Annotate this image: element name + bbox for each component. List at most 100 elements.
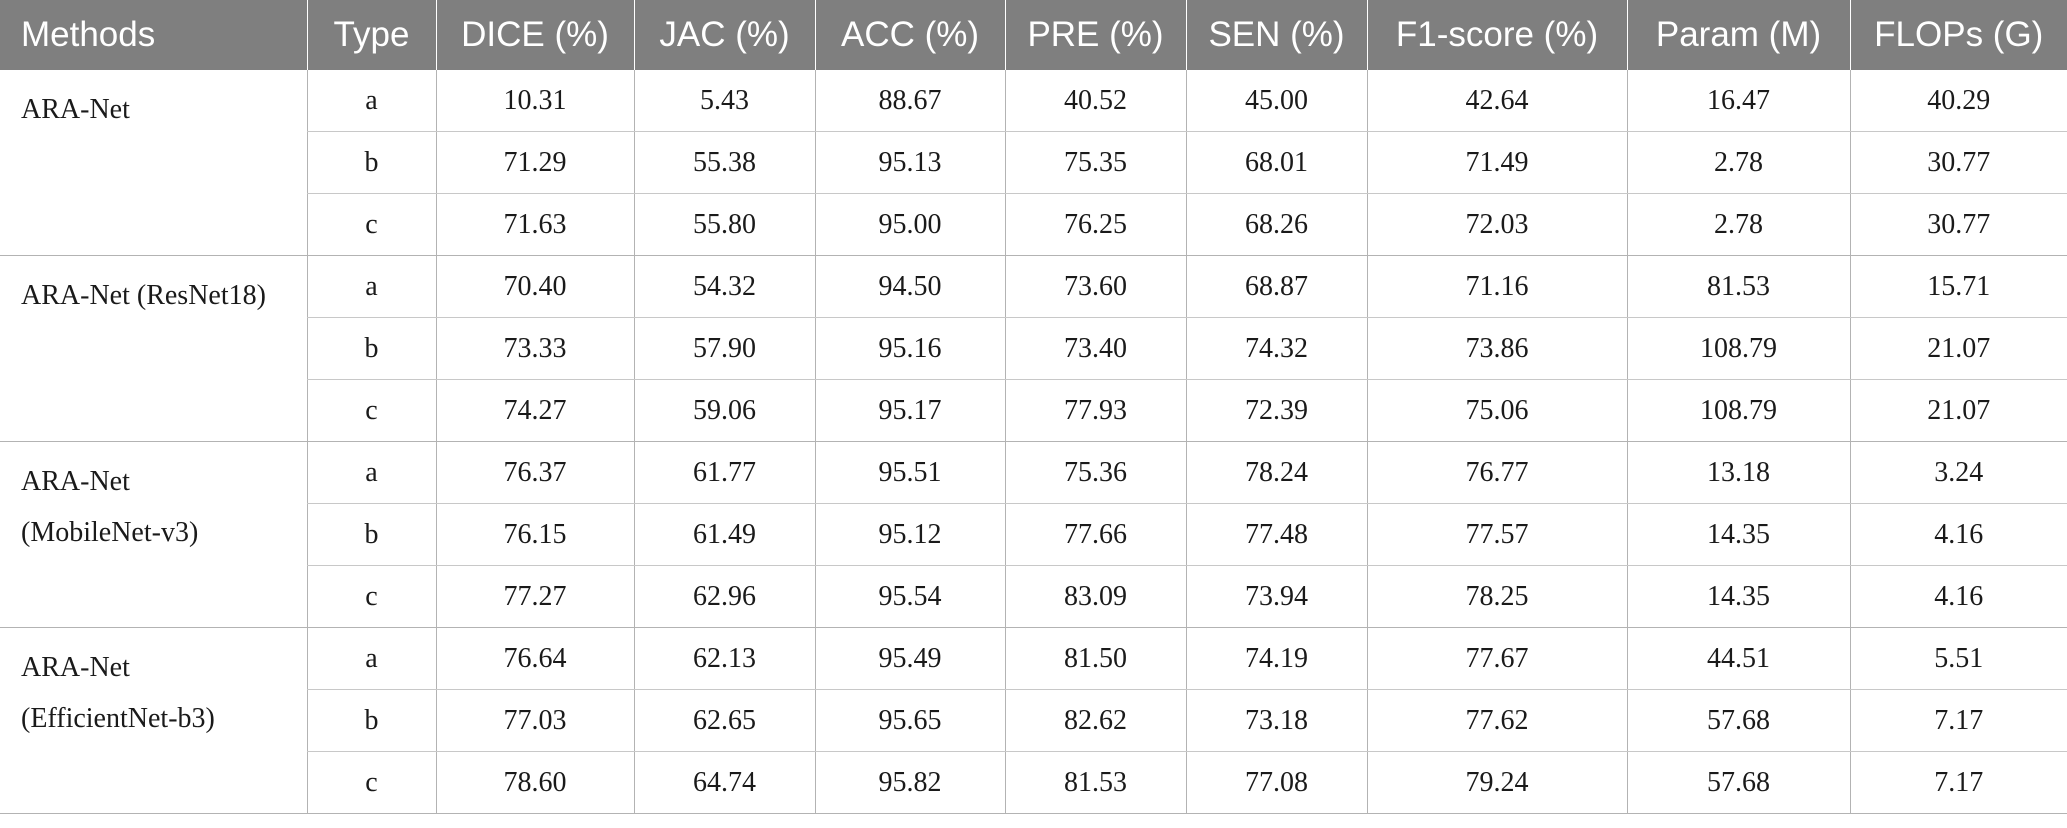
cell-f1: 71.49 — [1366, 131, 1627, 194]
cell-jac: 57.90 — [633, 317, 815, 380]
cell-acc: 95.51 — [814, 441, 1005, 504]
cell-sen: 78.24 — [1185, 441, 1367, 504]
method-name-line: (EfficientNet-b3) — [21, 703, 215, 734]
cell-acc: 95.49 — [814, 627, 1005, 690]
header-pre: PRE (%) — [1004, 0, 1186, 70]
cell-dice: 71.63 — [435, 193, 634, 256]
method-cell: ARA-Net (MobileNet-v3) — [0, 441, 307, 628]
cell-f1: 77.57 — [1366, 503, 1627, 566]
cell-jac: 5.43 — [633, 70, 815, 132]
cell-flops: 7.17 — [1849, 689, 2067, 752]
cell-sen: 73.94 — [1185, 565, 1367, 628]
header-row: Methods Type DICE (%) JAC (%) ACC (%) PR… — [0, 0, 2067, 70]
cell-param: 13.18 — [1626, 441, 1850, 504]
cell-pre: 40.52 — [1004, 70, 1186, 132]
cell-sen: 77.48 — [1185, 503, 1367, 566]
cell-flops: 30.77 — [1849, 193, 2067, 256]
header-methods: Methods — [0, 0, 307, 70]
cell-flops: 5.51 — [1849, 627, 2067, 690]
table-row: c 77.27 62.96 95.54 83.09 73.94 78.25 14.35 4.16 — [0, 565, 2067, 628]
cell-dice: 10.31 — [435, 70, 634, 132]
header-jac: JAC (%) — [633, 0, 815, 70]
cell-dice: 77.27 — [435, 565, 634, 628]
cell-sen: 68.87 — [1185, 255, 1367, 318]
cell-flops: 21.07 — [1849, 379, 2067, 442]
method-name-line: ARA-Net — [21, 94, 130, 125]
cell-sen: 68.26 — [1185, 193, 1367, 256]
cell-param: 108.79 — [1626, 317, 1850, 380]
cell-f1: 79.24 — [1366, 751, 1627, 814]
header-sen: SEN (%) — [1185, 0, 1367, 70]
cell-param: 81.53 — [1626, 255, 1850, 318]
cell-jac: 55.38 — [633, 131, 815, 194]
cell-dice: 76.64 — [435, 627, 634, 690]
cell-type: c — [306, 565, 436, 628]
cell-type: a — [306, 255, 436, 318]
cell-flops: 40.29 — [1849, 70, 2067, 132]
cell-pre: 76.25 — [1004, 193, 1186, 256]
cell-acc: 95.13 — [814, 131, 1005, 194]
cell-jac: 59.06 — [633, 379, 815, 442]
cell-flops: 3.24 — [1849, 441, 2067, 504]
cell-f1: 72.03 — [1366, 193, 1627, 256]
cell-jac: 55.80 — [633, 193, 815, 256]
cell-sen: 72.39 — [1185, 379, 1367, 442]
table-row: b 73.33 57.90 95.16 73.40 74.32 73.86 108.79 21.… — [0, 317, 2067, 380]
method-name-line: ARA-Net (ResNet18) — [21, 280, 266, 311]
table-row: ARA-Net (EfficientNet-b3) a 76.64 62.13 95.49… — [0, 627, 2067, 814]
cell-pre: 81.53 — [1004, 751, 1186, 814]
cell-pre: 75.36 — [1004, 441, 1186, 504]
cell-sen: 73.18 — [1185, 689, 1367, 752]
cell-f1: 42.64 — [1366, 70, 1627, 132]
cell-param: 2.78 — [1626, 131, 1850, 194]
header-flops: FLOPs (G) — [1849, 0, 2067, 70]
method-cell: ARA-Net (EfficientNet-b3) — [0, 627, 307, 814]
cell-f1: 78.25 — [1366, 565, 1627, 628]
cell-jac: 62.13 — [633, 627, 815, 690]
table-body: ARA-Net a 10.31 5.43 88.67 40.52 45.00 42.64 16.… — [0, 70, 2067, 814]
cell-param: 57.68 — [1626, 751, 1850, 814]
cell-param: 108.79 — [1626, 379, 1850, 442]
cell-acc: 95.00 — [814, 193, 1005, 256]
cell-f1: 77.67 — [1366, 627, 1627, 690]
method-name-line: (MobileNet-v3) — [21, 517, 199, 548]
cell-dice: 74.27 — [435, 379, 634, 442]
cell-f1: 77.62 — [1366, 689, 1627, 752]
cell-dice: 71.29 — [435, 131, 634, 194]
cell-pre: 75.35 — [1004, 131, 1186, 194]
cell-param: 14.35 — [1626, 565, 1850, 628]
cell-f1: 75.06 — [1366, 379, 1627, 442]
cell-type: a — [306, 70, 436, 132]
header-type: Type — [306, 0, 436, 70]
cell-param: 16.47 — [1626, 70, 1850, 132]
cell-f1: 71.16 — [1366, 255, 1627, 318]
cell-type: c — [306, 751, 436, 814]
cell-jac: 61.77 — [633, 441, 815, 504]
table-row: ARA-Net (MobileNet-v3) a 76.37 61.77 95.51 75.… — [0, 441, 2067, 628]
cell-dice: 70.40 — [435, 255, 634, 318]
cell-flops: 7.17 — [1849, 751, 2067, 814]
cell-type: c — [306, 379, 436, 442]
table-row: c 78.60 64.74 95.82 81.53 77.08 79.24 57.68 7.17 — [0, 751, 2067, 814]
cell-f1: 76.77 — [1366, 441, 1627, 504]
cell-param: 2.78 — [1626, 193, 1850, 256]
header-param: Param (M) — [1626, 0, 1850, 70]
method-name-line: ARA-Net — [21, 466, 130, 497]
cell-acc: 88.67 — [814, 70, 1005, 132]
cell-sen: 74.32 — [1185, 317, 1367, 380]
cell-acc: 95.65 — [814, 689, 1005, 752]
cell-flops: 4.16 — [1849, 503, 2067, 566]
method-cell: ARA-Net — [0, 70, 307, 256]
cell-sen: 74.19 — [1185, 627, 1367, 690]
cell-param: 44.51 — [1626, 627, 1850, 690]
cell-dice: 76.37 — [435, 441, 634, 504]
method-name-line: ARA-Net — [21, 652, 130, 683]
table-row: c 74.27 59.06 95.17 77.93 72.39 75.06 108.79 21.… — [0, 379, 2067, 442]
cell-jac: 62.96 — [633, 565, 815, 628]
cell-type: b — [306, 503, 436, 566]
cell-jac: 64.74 — [633, 751, 815, 814]
cell-pre: 73.40 — [1004, 317, 1186, 380]
cell-type: c — [306, 193, 436, 256]
cell-acc: 95.54 — [814, 565, 1005, 628]
